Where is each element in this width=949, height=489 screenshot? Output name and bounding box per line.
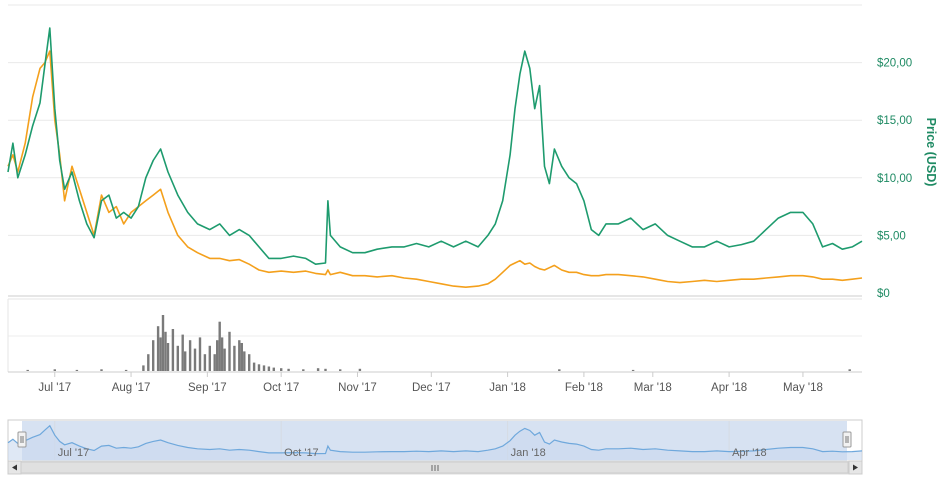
x-axis-ticks: Jul '17 Aug '17 Sep '17 Oct '17 Nov '17 Dec '… — [38, 372, 823, 394]
y-tick-label: $10,00 — [877, 173, 912, 185]
volume-bar — [240, 343, 243, 371]
navigator-tick-label: Oct '17 — [284, 447, 319, 459]
price-series — [7, 27, 863, 288]
navigator-line — [7, 424, 863, 455]
volume-bar — [161, 315, 165, 371]
volume-bar — [198, 337, 202, 371]
volume-bar — [218, 321, 221, 371]
x-tick-label: Oct '17 — [263, 382, 299, 394]
volume-bar — [75, 369, 79, 371]
volume-bar — [164, 331, 167, 371]
volume-bar — [159, 337, 162, 371]
x-tick-label: Apr '18 — [711, 382, 747, 394]
volume-bar — [208, 345, 211, 371]
arrow-left-icon — [12, 464, 17, 471]
x-tick-label: Mar '18 — [634, 382, 672, 394]
volume-bar — [558, 369, 561, 371]
x-tick-label: Aug '17 — [112, 382, 151, 394]
navigator-tick-label: Jan '18 — [511, 447, 546, 459]
volume-bar — [176, 345, 179, 371]
volume-bar — [238, 340, 241, 371]
scrollbar-grip-icon — [431, 465, 439, 471]
x-tick-label: May '18 — [783, 382, 823, 394]
navigator-ticks: Jul '17 Oct '17 Jan '18 Apr '18 — [58, 447, 767, 459]
navigator-series — [7, 424, 863, 460]
volume-bar — [267, 366, 271, 371]
gridlines — [8, 4, 862, 236]
volume-bar — [216, 340, 219, 371]
green-price-line — [7, 27, 863, 265]
volume-bar — [272, 367, 275, 371]
x-tick-label: Nov '17 — [338, 382, 377, 394]
volume-bars — [26, 315, 851, 371]
y-tick-label: $15,00 — [877, 115, 912, 127]
volume-bar — [184, 351, 187, 371]
arrow-right-icon — [853, 464, 858, 471]
volume-bar — [848, 369, 851, 371]
volume-bar — [302, 369, 305, 371]
volume-bar — [316, 368, 320, 371]
y-axis-ticks: $0 $5,00 $10,00 $15,00 $20,00 — [877, 58, 912, 300]
scrollbar[interactable] — [7, 460, 863, 475]
volume-bar — [358, 368, 362, 371]
volume-bar — [228, 331, 231, 371]
volume-bar — [324, 368, 327, 371]
navigator-tick-label: Jul '17 — [58, 447, 89, 459]
navigator-right-handle[interactable] — [842, 431, 852, 448]
x-tick-label: Feb '18 — [565, 382, 603, 394]
y-axis-label: Price (USD) — [924, 118, 938, 187]
navigator[interactable]: Jul '17 Oct '17 Jan '18 Apr '18 — [7, 419, 863, 462]
volume-bar — [100, 369, 103, 371]
x-tick-label: Jan '18 — [489, 382, 526, 394]
navigator-tick-label: Apr '18 — [732, 447, 767, 459]
orange-price-line — [7, 50, 863, 288]
volume-bar — [193, 348, 197, 371]
volume-bar — [142, 365, 145, 371]
volume-bar — [233, 345, 236, 371]
volume-bar — [257, 364, 261, 371]
x-tick-label: Dec '17 — [412, 382, 451, 394]
volume-panel — [7, 298, 862, 373]
volume-bar — [147, 354, 150, 371]
volume-bar — [26, 369, 29, 371]
volume-bar — [252, 362, 256, 371]
volume-bar — [124, 369, 128, 371]
navigator-area — [8, 425, 862, 460]
y-tick-label: $5,00 — [877, 230, 906, 242]
volume-bar — [156, 326, 160, 371]
volume-bar — [171, 329, 175, 371]
volume-bar — [220, 337, 224, 371]
volume-bar — [152, 340, 155, 371]
x-tick-label: Sep '17 — [188, 382, 227, 394]
y-tick-label: $20,00 — [877, 58, 912, 70]
volume-bar — [262, 365, 266, 371]
x-tick-label: Jul '17 — [38, 382, 71, 394]
scroll-left-button[interactable] — [7, 460, 22, 475]
navigator-left-handle[interactable] — [17, 431, 27, 448]
volume-bar — [166, 343, 170, 371]
volume-bar — [213, 354, 216, 371]
scroll-right-button[interactable] — [848, 460, 863, 475]
volume-bar — [188, 340, 192, 371]
volume-bar — [287, 368, 290, 371]
volume-bar — [248, 354, 251, 371]
volume-bar — [243, 351, 246, 371]
volume-bar — [223, 348, 226, 371]
volume-bar — [339, 369, 342, 371]
volume-bar — [53, 369, 56, 371]
volume-bar — [280, 368, 283, 371]
volume-bar — [181, 334, 184, 371]
y-tick-label: $0 — [877, 288, 890, 300]
volume-bar — [631, 369, 635, 371]
volume-bar — [203, 354, 207, 371]
